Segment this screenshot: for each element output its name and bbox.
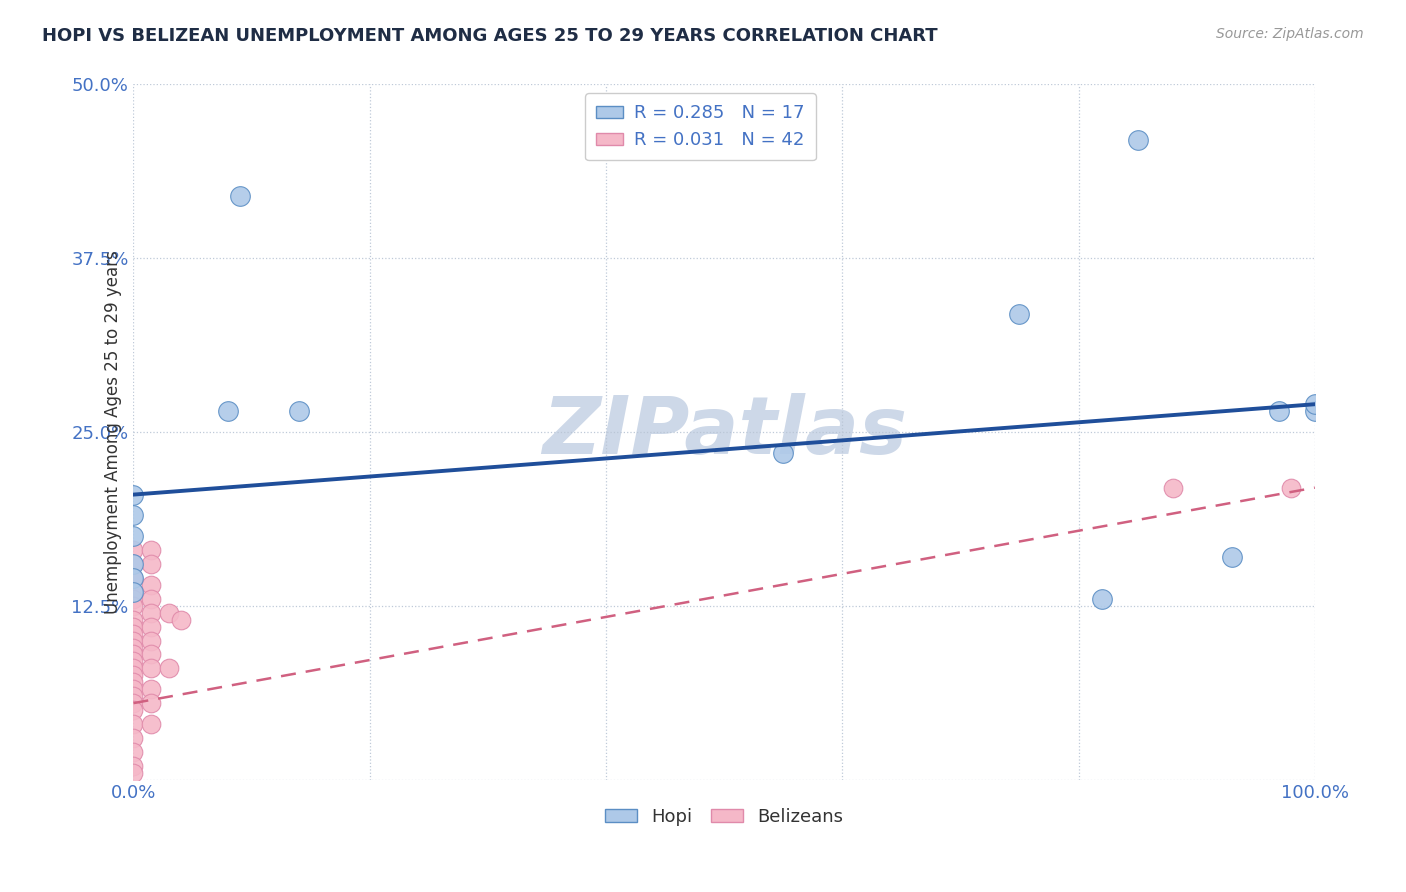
Point — [122, 557, 145, 571]
Point — [122, 571, 145, 585]
Point — [772, 446, 794, 460]
Point — [122, 571, 145, 585]
Point — [122, 703, 145, 717]
Point — [157, 606, 180, 620]
Point — [157, 661, 180, 675]
Point — [141, 543, 163, 558]
Point — [229, 188, 252, 202]
Point — [1303, 404, 1326, 418]
Point — [141, 717, 163, 731]
Point — [122, 758, 145, 772]
Point — [217, 404, 239, 418]
Point — [122, 487, 145, 501]
Point — [122, 529, 145, 543]
Point — [288, 404, 311, 418]
Point — [141, 648, 163, 662]
Point — [122, 717, 145, 731]
Point — [122, 745, 145, 759]
Y-axis label: Unemployment Among Ages 25 to 29 years: Unemployment Among Ages 25 to 29 years — [104, 250, 122, 614]
Point — [1303, 397, 1326, 411]
Point — [141, 606, 163, 620]
Point — [122, 620, 145, 634]
Point — [141, 578, 163, 592]
Point — [141, 557, 163, 571]
Point — [1008, 307, 1031, 321]
Point — [122, 648, 145, 662]
Point — [122, 591, 145, 606]
Point — [141, 620, 163, 634]
Point — [122, 655, 145, 669]
Point — [122, 640, 145, 655]
Text: Source: ZipAtlas.com: Source: ZipAtlas.com — [1216, 27, 1364, 41]
Point — [122, 613, 145, 627]
Point — [1126, 133, 1149, 147]
Point — [122, 633, 145, 648]
Point — [170, 613, 193, 627]
Point — [122, 682, 145, 697]
Point — [122, 626, 145, 640]
Point — [1091, 591, 1114, 606]
Point — [1161, 481, 1184, 495]
Point — [122, 696, 145, 710]
Legend: Hopi, Belizeans: Hopi, Belizeans — [598, 801, 851, 833]
Point — [141, 682, 163, 697]
Point — [141, 661, 163, 675]
Point — [122, 585, 145, 599]
Point — [122, 599, 145, 613]
Point — [141, 591, 163, 606]
Text: HOPI VS BELIZEAN UNEMPLOYMENT AMONG AGES 25 TO 29 YEARS CORRELATION CHART: HOPI VS BELIZEAN UNEMPLOYMENT AMONG AGES… — [42, 27, 938, 45]
Point — [122, 508, 145, 523]
Point — [122, 689, 145, 703]
Point — [122, 668, 145, 682]
Point — [122, 765, 145, 780]
Point — [122, 661, 145, 675]
Point — [122, 557, 145, 571]
Point — [1268, 404, 1291, 418]
Point — [141, 633, 163, 648]
Point — [1220, 550, 1243, 565]
Point — [141, 696, 163, 710]
Point — [122, 731, 145, 745]
Point — [122, 675, 145, 690]
Point — [1279, 481, 1302, 495]
Point — [122, 585, 145, 599]
Point — [122, 543, 145, 558]
Text: ZIPatlas: ZIPatlas — [541, 393, 907, 471]
